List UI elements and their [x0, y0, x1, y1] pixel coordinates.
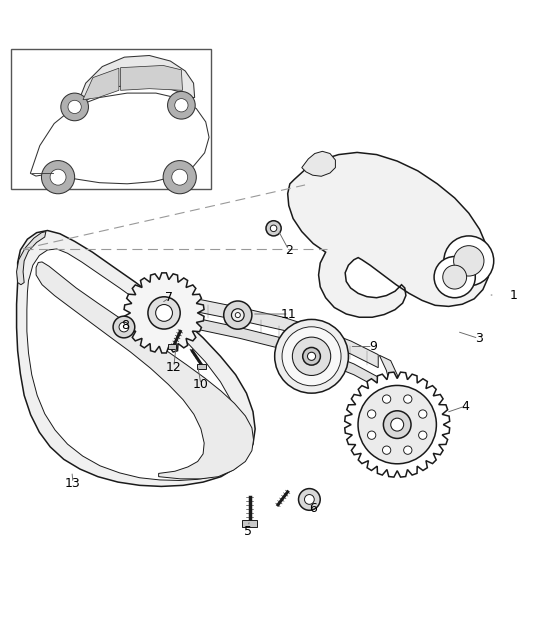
Circle shape — [292, 337, 331, 376]
Circle shape — [119, 322, 129, 332]
Text: 6: 6 — [309, 502, 317, 514]
Circle shape — [404, 395, 412, 403]
Circle shape — [156, 305, 172, 322]
Text: 7: 7 — [166, 291, 173, 304]
Circle shape — [404, 446, 412, 454]
Circle shape — [266, 220, 281, 236]
Circle shape — [232, 309, 244, 322]
Circle shape — [41, 161, 75, 194]
Text: 10: 10 — [193, 378, 209, 391]
Circle shape — [172, 169, 187, 185]
Polygon shape — [16, 232, 46, 284]
Circle shape — [383, 395, 391, 403]
Polygon shape — [36, 262, 253, 479]
Circle shape — [383, 446, 391, 454]
Polygon shape — [31, 93, 209, 184]
Circle shape — [443, 265, 467, 289]
Circle shape — [167, 92, 195, 119]
Polygon shape — [379, 355, 403, 408]
Polygon shape — [345, 372, 450, 477]
Circle shape — [367, 410, 376, 418]
Circle shape — [61, 93, 88, 121]
Circle shape — [307, 352, 316, 360]
Circle shape — [305, 495, 314, 504]
Polygon shape — [27, 249, 242, 480]
Text: 1: 1 — [510, 288, 518, 301]
Text: 5: 5 — [244, 526, 252, 538]
Polygon shape — [83, 68, 119, 100]
Text: 9: 9 — [369, 340, 377, 353]
Polygon shape — [302, 151, 335, 176]
Circle shape — [235, 313, 240, 318]
Polygon shape — [124, 273, 204, 353]
Circle shape — [453, 246, 484, 276]
Circle shape — [434, 256, 475, 298]
Polygon shape — [288, 153, 489, 317]
Circle shape — [419, 431, 427, 440]
Text: 2: 2 — [285, 244, 293, 256]
Polygon shape — [242, 520, 257, 526]
Circle shape — [50, 169, 66, 185]
Circle shape — [148, 297, 180, 329]
Circle shape — [223, 301, 252, 329]
Circle shape — [391, 418, 404, 431]
Text: 12: 12 — [166, 360, 181, 374]
Circle shape — [163, 161, 196, 194]
Polygon shape — [197, 364, 207, 369]
Polygon shape — [120, 65, 183, 90]
Polygon shape — [161, 291, 378, 367]
Circle shape — [68, 100, 81, 114]
Circle shape — [444, 236, 494, 286]
Circle shape — [358, 386, 437, 464]
Text: 8: 8 — [121, 320, 129, 332]
Circle shape — [282, 327, 341, 386]
Polygon shape — [76, 55, 195, 107]
Polygon shape — [168, 344, 176, 349]
Text: 4: 4 — [461, 399, 469, 413]
Circle shape — [270, 225, 277, 232]
FancyBboxPatch shape — [11, 50, 211, 189]
Circle shape — [367, 431, 376, 440]
Text: 13: 13 — [65, 477, 81, 490]
Circle shape — [275, 320, 348, 393]
Text: 11: 11 — [281, 308, 296, 320]
Circle shape — [299, 489, 320, 511]
Polygon shape — [16, 230, 255, 487]
Circle shape — [419, 410, 427, 418]
Circle shape — [175, 99, 188, 112]
Circle shape — [383, 411, 411, 438]
Text: 3: 3 — [475, 332, 482, 345]
Circle shape — [113, 316, 135, 338]
Circle shape — [302, 347, 320, 365]
Polygon shape — [161, 310, 380, 389]
